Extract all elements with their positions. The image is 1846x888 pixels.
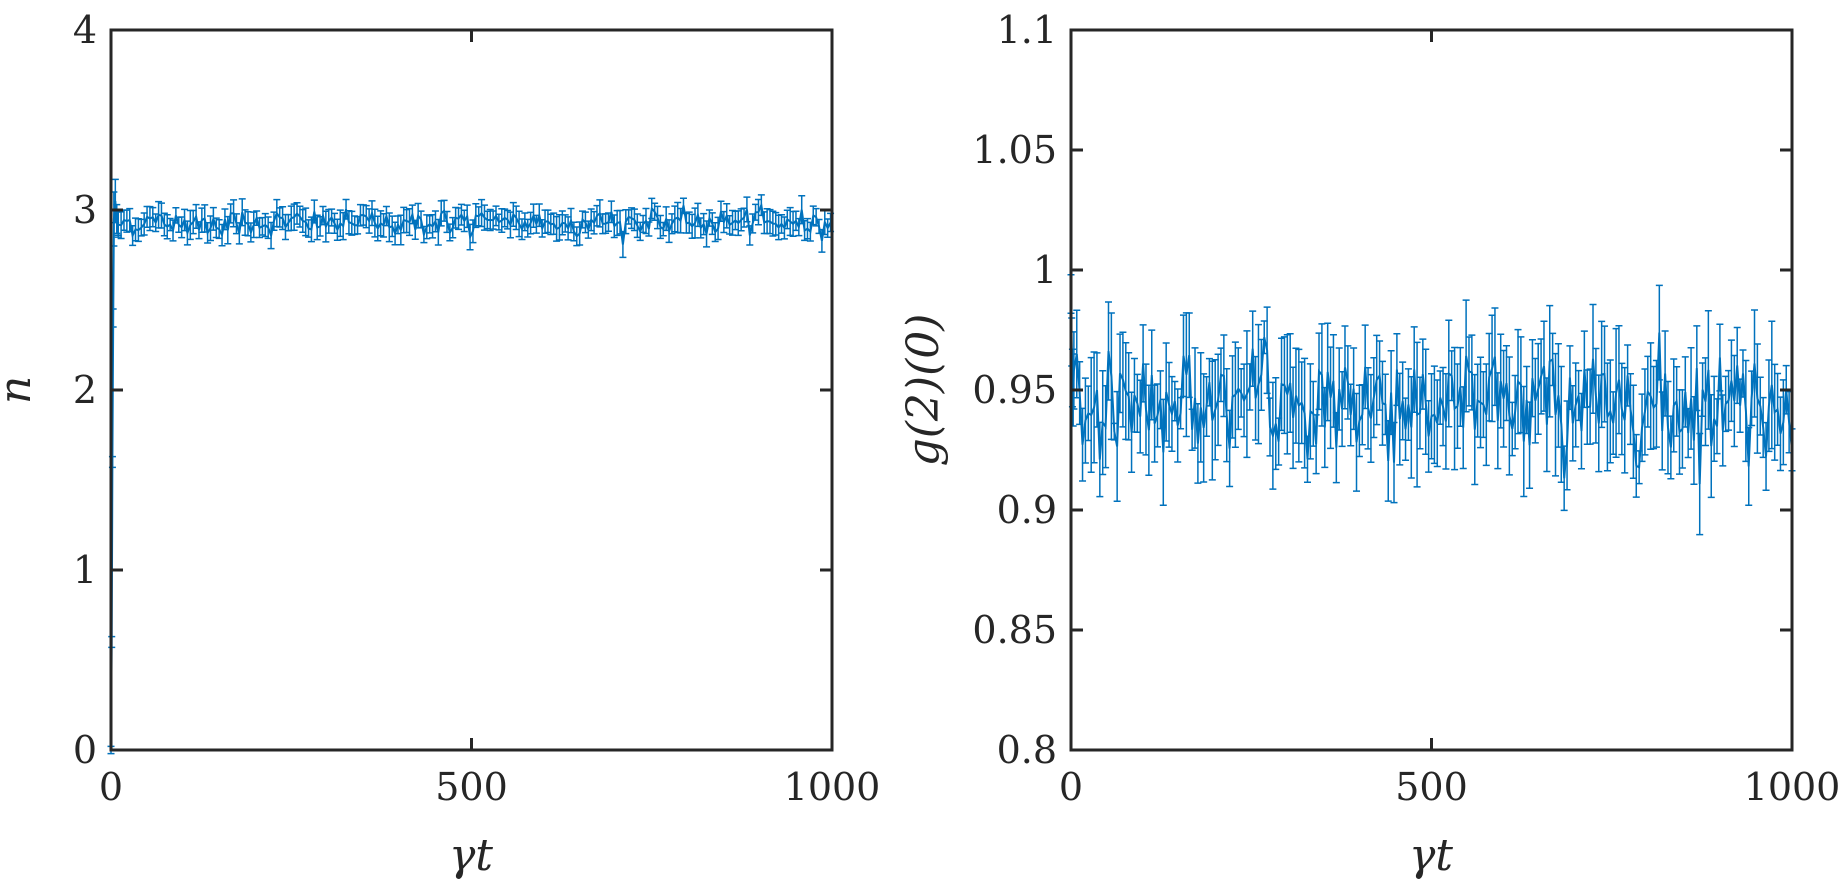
error-bar [1632,433,1640,498]
error-bar [1598,320,1606,429]
error-bar [1710,375,1718,463]
error-bar [1696,432,1704,536]
error-bar [1168,375,1176,452]
ticks-left: 0 500 1000 0 1 2 3 4 [73,8,881,809]
error-bar [1200,373,1208,483]
error-bar [1546,304,1554,418]
y-tick-label: 0 [73,728,97,772]
x-tick-label: 0 [1059,765,1083,809]
y-tick-label: 0.95 [972,368,1057,412]
x-tick-label: 1000 [1744,765,1841,809]
axes-frame-left [109,28,834,752]
error-bar [1177,396,1185,430]
y-tick-label: 4 [73,8,97,52]
error-bar [1081,377,1089,464]
error-bar [472,202,480,229]
y-axis-label-left: n [0,376,41,404]
y-tick-label: 1 [73,548,97,592]
y-tick-label: 2 [73,368,97,412]
y-tick-label: 1.05 [972,128,1057,172]
error-bar [1572,362,1580,448]
error-bar [743,196,751,223]
error-bar [1090,351,1098,464]
error-bar [1378,360,1386,446]
error-bar [1514,328,1522,435]
x-tick-label: 0 [99,765,123,809]
series-line [110,200,832,751]
ticks-right: 0 500 1000 0.8 0.85 0.9 0.95 1 1.05 1.1 [972,8,1840,809]
y-tick-label: 0.85 [972,608,1057,652]
error-bar [645,221,653,237]
plot-area-left [107,178,835,755]
y-axis-label-right: g(2)(0) [898,314,949,467]
plot-area-right [1067,274,1796,536]
error-bar [1272,376,1280,471]
panel-right: 0 500 1000 0.8 0.85 0.9 0.95 1 1.05 1.1 γt g(2)(0… [898,8,1840,881]
error-bar [1312,414,1320,475]
error-bar [1243,330,1251,459]
error-bar [1771,363,1779,461]
error-bar [1445,319,1453,428]
y-tick-label: 0.8 [997,728,1057,772]
y-tick-label: 3 [73,188,97,232]
error-bar [1413,341,1421,488]
x-axis-label-left: γt [449,830,493,881]
error-bar [1254,323,1262,445]
error-bar [1606,359,1614,464]
error-bar [1390,421,1398,504]
error-bar [486,208,494,232]
error-bar [1306,363,1314,460]
y-tick-label: 1.1 [997,8,1057,52]
x-tick-label: 500 [435,765,508,809]
error-bar [1234,347,1242,431]
error-bar [1462,299,1470,413]
y-tick-label: 1 [1033,248,1057,292]
error-bar [1693,325,1701,412]
error-bar [1099,370,1107,476]
error-bar [1713,398,1721,455]
error-bar [1174,388,1182,463]
error-bar [1185,312,1193,399]
x-axis-label-right: γt [1409,830,1453,881]
panel-left: 0 500 1000 0 1 2 3 4 γt n [0,8,880,881]
error-bar [1655,284,1663,381]
x-tick-label: 500 [1395,765,1468,809]
y-tick-label: 0.9 [997,488,1057,532]
error-bar [1745,426,1753,506]
x-tick-label: 1000 [784,765,881,809]
error-bar [769,210,777,237]
error-bar [656,214,664,240]
y-axis-label-right-text: g(2)(0) [898,314,949,467]
error-bar [1716,323,1724,392]
error-bar [1263,306,1271,395]
